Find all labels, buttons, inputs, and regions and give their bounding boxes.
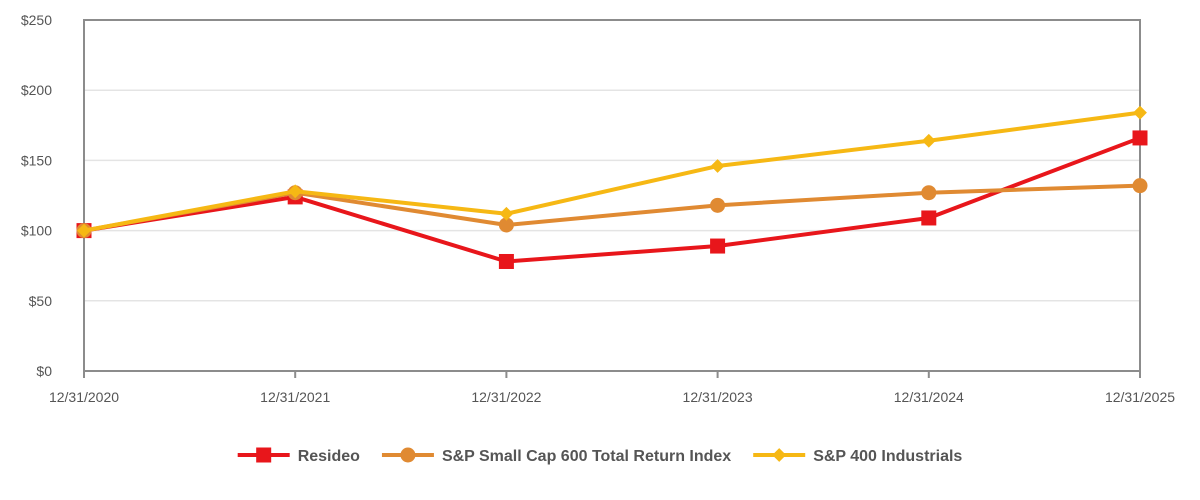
series-line	[83, 183, 1141, 233]
plot-border	[83, 19, 1141, 372]
data-point	[1133, 105, 1147, 120]
x-tick-label: 12/31/2022	[471, 389, 541, 405]
data-point	[499, 206, 514, 221]
data-point	[710, 159, 725, 173]
data-point	[498, 253, 514, 269]
legend-entry: Resideo	[237, 447, 360, 465]
data-point	[710, 197, 726, 213]
y-tick-label: $0	[36, 363, 52, 379]
y-tick-label: $100	[21, 223, 52, 239]
data-point	[498, 217, 514, 233]
series-2	[77, 105, 1147, 238]
data-point	[921, 210, 937, 226]
legend: Resideo S&P Small Cap 600 Total Return In…	[237, 447, 962, 465]
data-point	[1132, 130, 1148, 146]
x-tick-label: 12/31/2021	[260, 389, 330, 405]
legend-marker	[256, 447, 272, 463]
series-line	[83, 136, 1141, 264]
data-point	[1132, 178, 1148, 194]
data-point	[288, 184, 303, 199]
series-lines	[76, 105, 1148, 269]
legend-label: S&P Small Cap 600 Total Return Index	[442, 448, 731, 465]
legend-label: S&P 400 Industrials	[813, 448, 962, 465]
x-tick-label: 12/31/2025	[1105, 389, 1175, 405]
plot-frame	[83, 19, 1141, 372]
y-tick-label: $200	[21, 82, 52, 98]
x-tick-label: 12/31/2024	[894, 389, 964, 405]
gridlines	[84, 89, 1140, 302]
legend-marker	[400, 447, 416, 463]
legend-entry: S&P Small Cap 600 Total Return Index	[381, 447, 731, 465]
series-0	[76, 130, 1148, 269]
y-tick-label: $50	[29, 293, 53, 309]
x-axis: 12/31/2020 12/31/2021 12/31/2022 12/31/2023…	[49, 371, 1175, 405]
legend-label: Resideo	[298, 448, 360, 465]
x-tick-label: 12/31/2023	[683, 389, 753, 405]
y-tick-label: $150	[21, 152, 52, 168]
data-point	[921, 133, 936, 148]
data-point	[710, 238, 726, 254]
series-line	[83, 110, 1141, 233]
x-tick-label: 12/31/2020	[49, 389, 119, 405]
legend-entry: S&P 400 Industrials	[753, 448, 962, 465]
y-axis: $0 $50 $100 $150 $200 $250	[21, 12, 52, 379]
data-point	[77, 223, 91, 238]
data-point	[921, 185, 937, 201]
legend-marker	[772, 448, 787, 462]
y-tick-label: $250	[21, 12, 52, 28]
